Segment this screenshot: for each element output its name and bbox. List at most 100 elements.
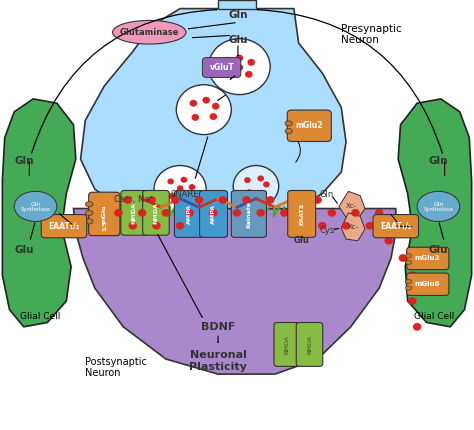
FancyBboxPatch shape — [373, 215, 419, 238]
Ellipse shape — [85, 219, 93, 224]
Circle shape — [167, 178, 174, 184]
Circle shape — [114, 209, 123, 217]
Circle shape — [257, 175, 264, 181]
Circle shape — [256, 209, 265, 217]
Text: Xc-: Xc- — [346, 203, 357, 209]
FancyBboxPatch shape — [274, 322, 301, 366]
Circle shape — [313, 196, 322, 204]
Text: Ca²⁺, Na⁺: Ca²⁺, Na⁺ — [114, 196, 154, 204]
Polygon shape — [398, 99, 472, 327]
FancyBboxPatch shape — [121, 190, 147, 235]
Text: Kainate: Kainate — [246, 201, 251, 227]
Ellipse shape — [85, 202, 93, 207]
Circle shape — [260, 190, 267, 196]
Ellipse shape — [405, 280, 411, 284]
Polygon shape — [81, 9, 346, 209]
Text: Postsynaptic
Neuron: Postsynaptic Neuron — [85, 357, 147, 378]
Ellipse shape — [112, 20, 186, 44]
Circle shape — [152, 222, 161, 230]
Circle shape — [176, 222, 184, 230]
Circle shape — [171, 196, 180, 204]
Circle shape — [375, 209, 383, 217]
Circle shape — [210, 113, 217, 120]
Circle shape — [226, 70, 234, 77]
Text: Gln: Gln — [15, 156, 35, 166]
FancyBboxPatch shape — [202, 58, 241, 77]
Text: Glu: Glu — [428, 245, 448, 255]
Circle shape — [176, 85, 231, 135]
Circle shape — [191, 114, 199, 121]
Ellipse shape — [405, 286, 411, 290]
Text: mGlu2: mGlu2 — [295, 121, 323, 130]
Ellipse shape — [405, 260, 411, 264]
Text: Presynaptic
Neuron: Presynaptic Neuron — [341, 24, 402, 45]
Text: Synthetase: Synthetase — [423, 207, 454, 212]
Text: Synthetase: Synthetase — [20, 207, 51, 212]
Circle shape — [244, 177, 251, 183]
Circle shape — [147, 196, 156, 204]
Text: Glu: Glu — [15, 245, 35, 255]
Circle shape — [128, 222, 137, 230]
Circle shape — [168, 193, 175, 199]
FancyBboxPatch shape — [287, 110, 331, 141]
Text: Gln: Gln — [320, 190, 334, 199]
Text: Glial Cell: Glial Cell — [20, 312, 61, 320]
Circle shape — [328, 209, 336, 217]
Circle shape — [177, 185, 183, 191]
Text: mGlu6: mGlu6 — [415, 281, 440, 287]
Circle shape — [209, 39, 270, 95]
Circle shape — [138, 209, 146, 217]
Circle shape — [242, 196, 251, 204]
Circle shape — [236, 64, 243, 71]
Circle shape — [181, 177, 187, 183]
Text: NMDA: NMDA — [307, 335, 312, 354]
Circle shape — [195, 196, 203, 204]
Text: EAAT₁/₂: EAAT₁/₂ — [380, 222, 411, 230]
Text: Gln: Gln — [228, 10, 248, 20]
Circle shape — [212, 103, 219, 110]
Ellipse shape — [285, 121, 292, 126]
Text: Glu: Glu — [228, 34, 248, 45]
Text: 1/5: 1/5 — [102, 220, 107, 231]
Circle shape — [266, 196, 274, 204]
Text: NMDA: NMDA — [285, 335, 290, 354]
Circle shape — [189, 184, 195, 190]
Polygon shape — [2, 99, 76, 327]
Text: Xc-: Xc- — [347, 224, 359, 230]
Circle shape — [384, 237, 393, 245]
Text: NMDA: NMDA — [154, 202, 158, 224]
FancyBboxPatch shape — [143, 190, 169, 235]
Circle shape — [154, 166, 206, 213]
Circle shape — [246, 189, 253, 195]
Text: Cys: Cys — [319, 226, 335, 234]
Circle shape — [365, 222, 374, 230]
FancyBboxPatch shape — [296, 322, 323, 366]
Circle shape — [184, 195, 191, 201]
Text: NMDA: NMDA — [132, 202, 137, 224]
Polygon shape — [341, 213, 365, 241]
Polygon shape — [73, 209, 396, 374]
Circle shape — [304, 209, 312, 217]
Circle shape — [185, 209, 194, 217]
Circle shape — [351, 209, 360, 217]
Circle shape — [236, 55, 243, 61]
Text: EAAT3: EAAT3 — [300, 203, 304, 225]
Text: BDNF: BDNF — [201, 322, 235, 332]
Text: Glial Cell: Glial Cell — [413, 312, 454, 320]
Circle shape — [224, 57, 231, 64]
FancyBboxPatch shape — [89, 192, 120, 236]
Circle shape — [408, 297, 417, 305]
Ellipse shape — [405, 254, 411, 258]
Circle shape — [263, 181, 270, 187]
Circle shape — [209, 209, 218, 217]
Circle shape — [290, 196, 298, 204]
Circle shape — [413, 323, 421, 331]
Ellipse shape — [285, 129, 292, 134]
Circle shape — [408, 271, 417, 279]
Circle shape — [280, 209, 289, 217]
Circle shape — [233, 209, 241, 217]
Circle shape — [162, 209, 170, 217]
Text: Glu: Glu — [294, 237, 310, 245]
Circle shape — [245, 71, 253, 78]
Text: AMPA: AMPA — [187, 204, 191, 224]
